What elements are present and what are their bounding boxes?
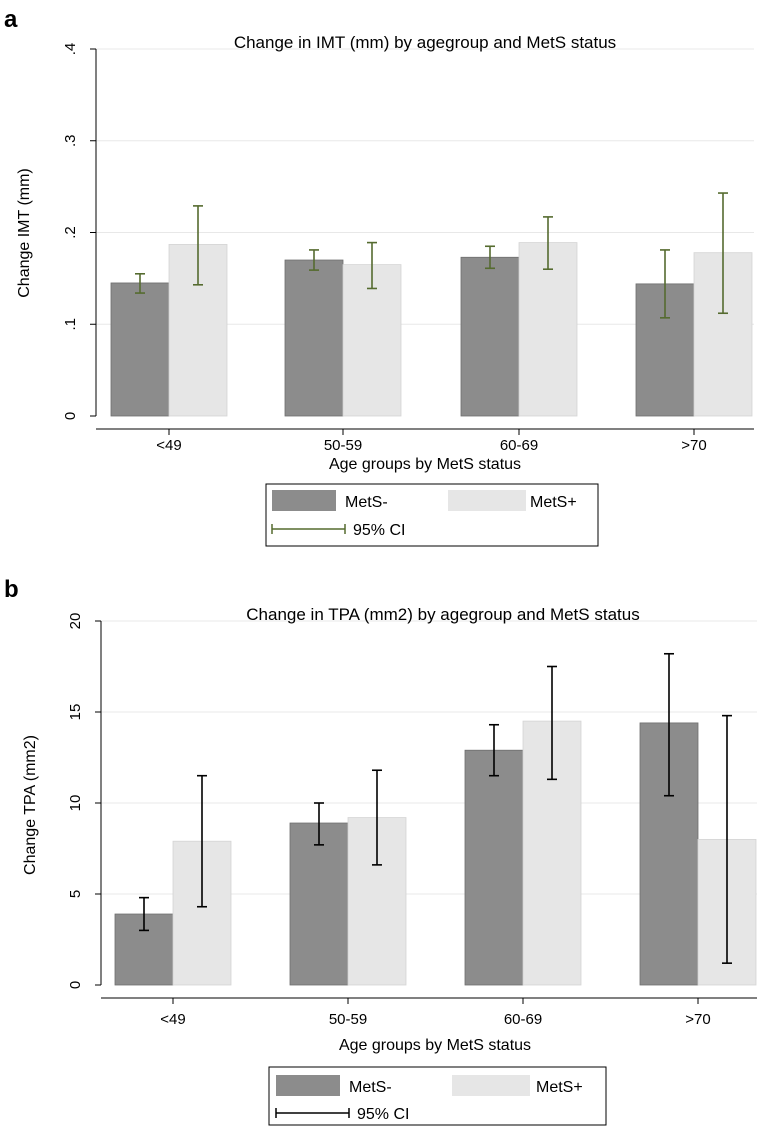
panel-b-chart: b 0 5 10 15 20 <49 50-59 60-69 >70 Change in TP… [4, 576, 757, 1126]
ci-bar-a-mets-minus-1 [309, 249, 319, 271]
ci-bar-a-mets-plus-2 [543, 216, 553, 271]
bar-b-mets-minus-1 [289, 822, 349, 986]
bar-b-mets-minus-2 [464, 749, 524, 986]
panel-label-a: a [4, 6, 18, 33]
y-axis-label-a: Change IMT (mm) [16, 168, 33, 298]
legend-label-ci-a: 95% CI [353, 522, 405, 539]
legend-label-ci-b: 95% CI [357, 1106, 409, 1123]
ci-bar-b-mets-minus-3 [664, 652, 674, 797]
legend-ci-marker-b [275, 1108, 350, 1118]
ci-bar-b-mets-minus-0 [139, 896, 149, 932]
ci-bars-a [135, 192, 728, 319]
x-tick-label-b-2: 60-69 [504, 1011, 542, 1028]
y-axis-a: 0 .1 .2 .3 .4 [62, 43, 97, 420]
y-tick-label-a-1: .1 [62, 318, 79, 331]
y-tick-label-b-2: 10 [67, 795, 84, 812]
x-axis-a: <49 50-59 60-69 >70 [96, 428, 754, 454]
ci-bar-a-mets-plus-3 [718, 192, 728, 315]
y-tick-label-a-0: 0 [62, 412, 79, 420]
legend-label-mets-plus-a: MetS+ [530, 494, 577, 511]
legend-label-mets-minus-a: MetS- [345, 494, 388, 511]
legend-b: MetS- MetS+ 95% CI [268, 1066, 607, 1126]
ci-bar-b-mets-plus-3 [722, 714, 732, 964]
bars-b [114, 720, 757, 986]
panel-a-chart: a 0 .1 .2 .3 .4 <49 50-59 60-69 >70 Change in I… [4, 6, 754, 547]
bar-a-mets-plus-1 [342, 264, 402, 417]
x-tick-label-b-3: >70 [685, 1011, 710, 1028]
legend-label-mets-plus-b: MetS+ [536, 1079, 583, 1096]
ci-bar-b-mets-minus-2 [489, 723, 499, 777]
legend-swatch-mets-minus-b [276, 1075, 340, 1096]
legend-a: MetS- MetS+ 95% CI [265, 483, 599, 547]
legend-swatch-mets-minus-a [272, 490, 336, 511]
ci-bar-b-mets-plus-2 [547, 665, 557, 781]
y-tick-label-b-0: 0 [67, 981, 84, 989]
ci-bar-a-mets-minus-3 [660, 249, 670, 319]
x-axis-label-a: Age groups by MetS status [329, 456, 521, 473]
chart-title-a: Change in IMT (mm) by agegroup and MetS … [234, 33, 616, 52]
x-tick-label-a-2: 60-69 [500, 437, 538, 454]
ci-bar-a-mets-minus-0 [135, 272, 145, 294]
y-tick-label-a-3: .3 [62, 134, 79, 147]
ci-bar-a-mets-minus-2 [485, 245, 495, 270]
x-tick-label-b-1: 50-59 [329, 1011, 367, 1028]
ci-bar-a-mets-plus-1 [367, 241, 377, 290]
y-tick-label-a-2: .2 [62, 226, 79, 239]
x-tick-label-b-0: <49 [160, 1011, 185, 1028]
bar-a-mets-minus-2 [460, 256, 520, 417]
y-axis-b: 0 5 10 15 20 [67, 613, 102, 989]
legend-swatch-mets-plus-a [448, 490, 526, 511]
bar-a-mets-minus-1 [284, 259, 344, 417]
bars-a [110, 242, 753, 417]
y-tick-label-b-3: 15 [67, 704, 84, 721]
legend-label-mets-minus-b: MetS- [349, 1079, 392, 1096]
panel-label-b: b [4, 576, 19, 603]
x-axis-label-b: Age groups by MetS status [339, 1037, 531, 1054]
ci-bar-b-mets-plus-0 [197, 774, 207, 908]
x-axis-b: <49 50-59 60-69 >70 [101, 997, 757, 1028]
ci-bar-a-mets-plus-0 [193, 205, 203, 286]
x-tick-label-a-0: <49 [156, 437, 181, 454]
bar-a-mets-minus-0 [110, 282, 170, 417]
ci-bar-b-mets-minus-1 [314, 802, 324, 846]
legend-swatch-mets-plus-b [452, 1075, 530, 1096]
x-tick-label-a-3: >70 [681, 437, 706, 454]
chart-title-b: Change in TPA (mm2) by agegroup and MetS… [246, 605, 639, 624]
y-tick-label-a-4: .4 [62, 43, 79, 56]
x-tick-label-a-1: 50-59 [324, 437, 362, 454]
y-tick-label-b-4: 20 [67, 613, 84, 630]
ci-bars-b [139, 652, 732, 964]
bar-a-mets-plus-2 [518, 242, 578, 417]
y-axis-label-b: Change TPA (mm2) [22, 735, 39, 875]
legend-ci-marker-a [271, 524, 346, 534]
y-tick-label-b-1: 5 [67, 890, 84, 898]
ci-bar-b-mets-plus-1 [372, 769, 382, 866]
